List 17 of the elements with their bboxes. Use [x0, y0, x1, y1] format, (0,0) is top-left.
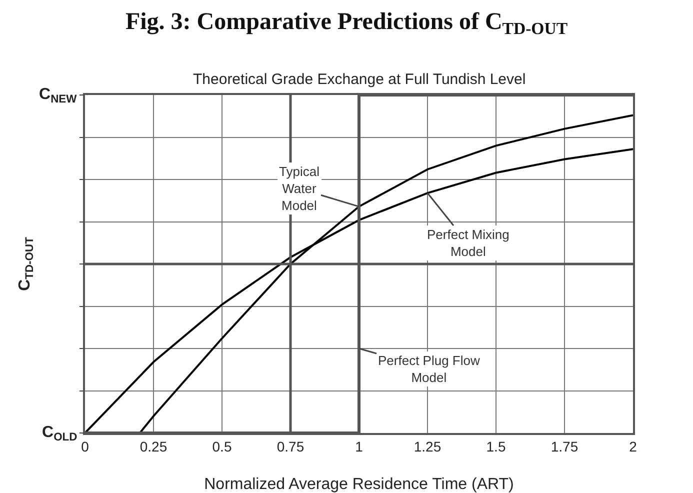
chart-title: Fig. 3: Comparative Predictions of C$_{TD-OUT}$	[125, 9, 568, 38]
series-label: Typical Water Model	[279, 164, 320, 213]
x-tick-label: 0.5	[212, 438, 232, 455]
series-label: Perfect Plug Flow Model	[378, 353, 480, 385]
x-axis-title: Normalized Average Residence Time (ART)	[204, 476, 514, 493]
x-tick-label: 1.5	[486, 438, 506, 455]
text: C$_{OLD}$	[42, 424, 78, 444]
x-tick-label: 0.75	[276, 438, 304, 455]
x-tick-label: 2	[629, 438, 638, 455]
text: C$_{NEW}$	[39, 86, 78, 106]
x-tick-label: 1.75	[550, 438, 578, 455]
x-tick-label: 1	[355, 438, 364, 455]
x-tick-label: 0.25	[140, 438, 168, 455]
x-tick-label: 1.25	[414, 438, 442, 455]
text: Perfect Mixing Model	[427, 227, 510, 259]
x-tick-label: 0	[81, 438, 90, 455]
chart-subtitle: Theoretical Grade Exchange at Full Tundish Level	[193, 71, 526, 88]
